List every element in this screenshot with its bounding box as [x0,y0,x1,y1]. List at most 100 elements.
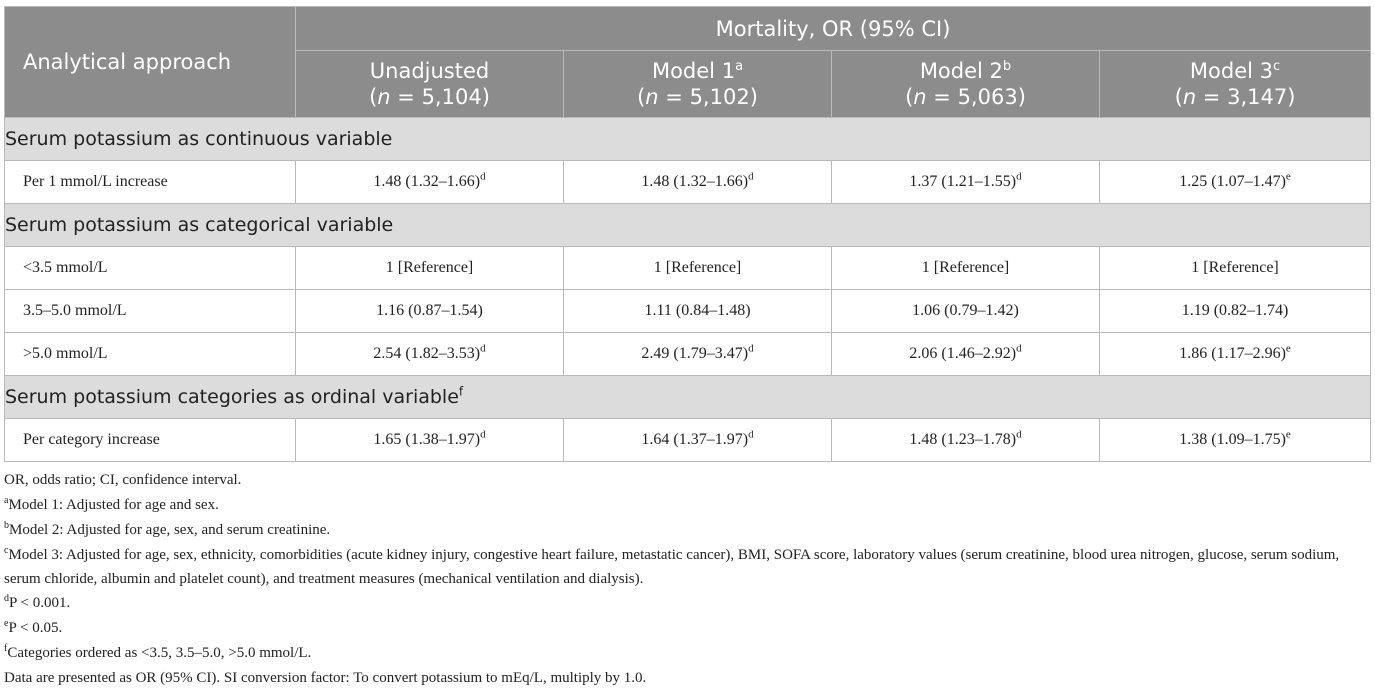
odds-ratio-cell: 1 [Reference] [831,246,1100,290]
footnote-marker: f [4,643,8,654]
footnote-marker: c [1272,59,1281,74]
odds-ratio-value: 1.48 (1.32–1.66) [641,173,749,190]
footnote: OR, odds ratio; CI, confidence interval. [4,468,1370,493]
model-name: Unadjusted [296,58,563,84]
footnote-marker: b [1002,59,1012,74]
model-name: Model 1a [564,58,831,84]
n-symbol: n [913,85,927,109]
footnote-marker: f [458,384,464,399]
table-header: Analytical approach Mortality, OR (95% C… [4,6,1372,118]
odds-ratio-value: 1.64 (1.37–1.97) [641,431,749,448]
odds-ratio-value: 2.49 (1.79–3.47) [641,345,749,362]
footnote-marker: e [4,618,9,629]
n-symbol: n [377,85,391,109]
odds-ratio-cell: 2.06 (1.46–2.92)d [831,332,1100,376]
footnote-marker: d [480,428,486,441]
odds-ratio-value: 1.25 (1.07–1.47) [1179,173,1286,190]
footnote: cModel 3: Adjusted for age, sex, ethnici… [4,543,1370,591]
model-header-model-3: Model 3c (n = 3,147) [1098,50,1372,118]
odds-ratio-value: 1.06 (0.79–1.42) [912,302,1019,319]
section-title-text: Serum potassium as categorical variable [5,214,394,236]
row-label: <3.5 mmol/L [4,246,296,290]
n-value: 5,102 [689,85,750,109]
odds-ratio-cell: 1.48 (1.32–1.66)d [295,160,564,204]
footnote-marker: d [748,342,754,355]
footnote-marker: a [735,59,744,74]
footnote-marker: b [4,520,9,531]
footnote-marker: c [4,545,9,556]
footnote: dP < 0.001. [4,591,1370,616]
model-header-unadjusted: Unadjusted (n = 5,104) [295,50,564,118]
footnote-marker: d [1016,428,1022,441]
section-title: Serum potassium as categorical variable [3,203,1372,247]
odds-ratio-cell: 1 [Reference] [1098,246,1372,290]
n-value: 3,147 [1227,85,1288,109]
model-sample-size: (n = 5,104) [369,85,490,109]
footnote: bModel 2: Adjusted for age, sex, and ser… [4,518,1370,543]
footnote-marker: e [1285,428,1291,441]
footnote-marker: d [480,342,486,355]
footnote-marker: a [4,495,9,506]
n-symbol: n [645,85,659,109]
model-name-text: Model 1 [651,59,736,83]
section-row: Serum potassium categories as ordinal va… [3,375,1372,419]
table-row: 3.5–5.0 mmol/L 1.16 (0.87–1.54) 1.11 (0.84… [4,289,1372,333]
odds-ratio-value: 2.06 (1.46–2.92) [909,345,1017,362]
footnote-marker: e [1285,170,1291,183]
section-title: Serum potassium categories as ordinal va… [3,375,1372,419]
section-title-text: Serum potassium categories as ordinal va… [5,386,459,408]
section-row: Serum potassium as categorical variable [3,203,1372,247]
footnote-text: P < 0.05. [8,620,63,636]
odds-ratio-cell: 1.48 (1.32–1.66)d [563,160,832,204]
mortality-group-header: Mortality, OR (95% CI) [294,6,1372,51]
row-label: Per 1 mmol/L increase [4,160,296,204]
model-sample-size: (n = 3,147) [1174,85,1296,109]
footnote-text: Data are presented as OR (95% CI). SI co… [4,670,647,686]
footnote: Data are presented as OR (95% CI). SI co… [4,666,1370,691]
n-equals: = [926,85,958,109]
section-title-text: Serum potassium as continuous variable [5,128,393,150]
odds-ratio-value: 1.65 (1.38–1.97) [373,431,481,448]
odds-ratio-cell: 1.65 (1.38–1.97)d [295,418,564,462]
odds-ratio-cell: 1.48 (1.23–1.78)d [831,418,1100,462]
odds-ratio-cell: 1.64 (1.37–1.97)d [563,418,832,462]
odds-ratio-value: 1.11 (0.84–1.48) [644,302,751,319]
odds-ratio-value: 1.37 (1.21–1.55) [909,173,1017,190]
footnote-text: Model 3: Adjusted for age, sex, ethnicit… [4,547,1340,587]
footnote-text: OR, odds ratio; CI, confidence interval. [4,472,242,488]
footnote-marker: d [4,593,9,604]
odds-ratio-cell: 1 [Reference] [563,246,832,290]
odds-ratio-value: 1 [Reference] [385,259,474,276]
odds-ratio-cell: 2.49 (1.79–3.47)d [563,332,832,376]
odds-ratio-cell: 1.86 (1.17–2.96)e [1098,332,1372,376]
model-name-text: Unadjusted [369,59,490,83]
model-name: Model 2b [832,58,1099,84]
model-header-model-1: Model 1a (n = 5,102) [563,50,832,118]
n-value: 5,063 [957,85,1018,109]
n-equals: = [1196,85,1228,109]
footnote: aModel 1: Adjusted for age and sex. [4,493,1370,518]
odds-ratio-cell: 1.37 (1.21–1.55)d [831,160,1100,204]
table-row: <3.5 mmol/L 1 [Reference] 1 [Reference] 1 [… [4,246,1372,290]
footnote: fCategories ordered as <3.5, 3.5–5.0, >5… [4,641,1370,666]
model-sample-size: (n = 5,063) [905,85,1026,109]
model-name: Model 3c [1100,58,1370,84]
odds-ratio-cell: 1.19 (0.82–1.74) [1098,289,1372,333]
row-label: 3.5–5.0 mmol/L [4,289,296,333]
n-value: 5,104 [421,85,482,109]
n-equals: = [390,85,422,109]
odds-ratio-value: 1.48 (1.23–1.78) [909,431,1017,448]
odds-ratio-value: 1 [Reference] [921,259,1010,276]
odds-ratio-value: 1.19 (0.82–1.74) [1181,302,1289,319]
odds-ratio-value: 1 [Reference] [653,259,742,276]
model-header-model-2: Model 2b (n = 5,063) [831,50,1100,118]
odds-ratio-cell: 1 [Reference] [295,246,564,290]
footnote-marker: d [1016,342,1022,355]
odds-ratio-cell: 1.16 (0.87–1.54) [295,289,564,333]
approach-header: Analytical approach [4,6,296,118]
odds-ratio-value: 1.48 (1.32–1.66) [373,173,481,190]
odds-ratio-cell: 1.38 (1.09–1.75)e [1098,418,1372,462]
model-name-text: Model 2 [919,59,1003,83]
row-label: Per category increase [4,418,296,462]
footnote-text: P < 0.001. [9,595,71,611]
